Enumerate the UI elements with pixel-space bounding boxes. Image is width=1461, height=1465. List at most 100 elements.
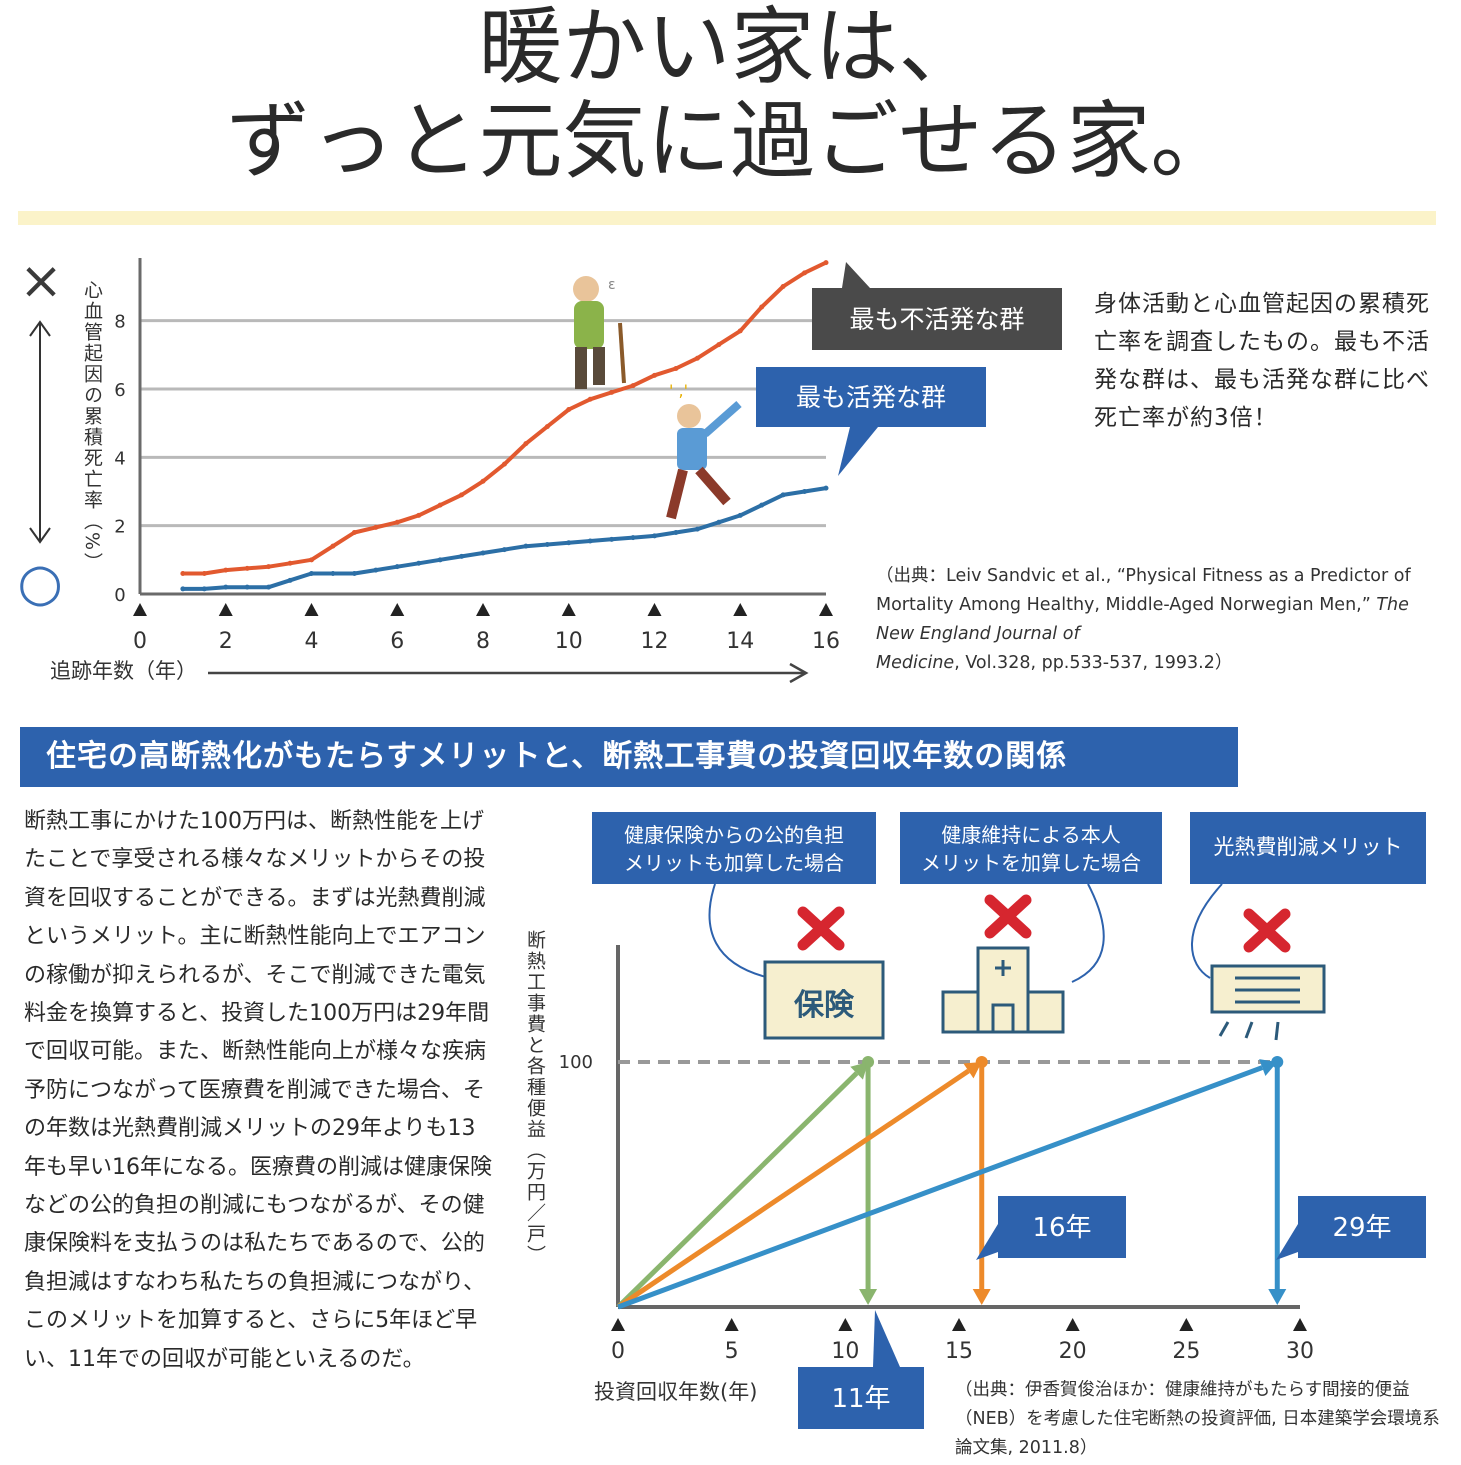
data-point — [737, 328, 743, 334]
data-point — [201, 571, 207, 576]
data-point — [630, 535, 636, 541]
x-tick-marker — [819, 603, 833, 616]
source1-suffix: , Vol.328, pp.533-537, 1993.2） — [954, 653, 1233, 673]
data-point — [266, 584, 272, 590]
data-point — [437, 502, 443, 508]
data-point — [244, 565, 250, 571]
data-point — [480, 478, 486, 484]
x-tick-marker — [133, 603, 147, 616]
x-tick-marker — [304, 603, 319, 616]
data-point — [330, 543, 336, 549]
payback-arrowhead — [850, 1062, 869, 1080]
data-point — [802, 489, 808, 494]
elderly-person-icon: ε — [573, 276, 626, 389]
payback-label: 29年 — [1332, 1213, 1391, 1243]
insurance-card-icon: 保険 — [763, 960, 885, 1040]
mortality-chart: 0 2 4 6 8 0 2 4 6 8 10 12 14 16 × ○ 心血管起因の累積死亡率（%） 追跡… — [17, 251, 1062, 684]
x-tick-marker — [724, 1318, 739, 1331]
chart1-lines — [180, 260, 829, 592]
active-person-icon: ' ,' — [666, 381, 742, 520]
drop-arrowhead — [972, 1289, 991, 1305]
data-point — [180, 571, 186, 576]
payback-label-pointer — [873, 1310, 900, 1367]
x-tick-label: 0 — [133, 629, 147, 654]
payback-label: 11年 — [831, 1384, 890, 1414]
callout-public: 健康保険からの公的負担 メリットも加算した場合 — [592, 812, 876, 979]
y-double-arrow — [29, 320, 51, 544]
x-axis-label: 追跡年数（年） — [50, 659, 197, 683]
data-point — [759, 502, 765, 508]
chart1-description: 身体活動と心血管起因の累積死亡率を調査したもの。最も不活発な群は、最も活発な群に… — [1094, 291, 1430, 431]
series-line-active — [182, 486, 827, 591]
callout-personal-line2: メリットを加算した場合 — [921, 851, 1141, 875]
data-point — [652, 372, 657, 378]
chart2-series: 11年 16年 29年 — [616, 1056, 1426, 1429]
data-point — [566, 540, 572, 546]
data-point — [309, 557, 314, 563]
x-tick-label: 10 — [555, 629, 583, 654]
callout-public-line1: 健康保険からの公的負担 — [624, 823, 844, 847]
x-tick-label: 8 — [476, 629, 490, 654]
callout-energy: 光熱費削減メリット — [1190, 812, 1426, 979]
y-tick-label: 2 — [114, 517, 125, 538]
data-point — [759, 304, 765, 310]
data-point — [609, 389, 615, 395]
data-point — [694, 526, 700, 532]
drop-arrowhead — [1268, 1289, 1287, 1305]
x-tick-marker — [733, 603, 748, 616]
hospital-icon — [941, 946, 1065, 1034]
data-point — [780, 284, 786, 289]
x-tick-marker — [838, 1318, 853, 1331]
data-point — [566, 407, 572, 412]
page-title: 暖かい家は、 ずっと元気に過ごせる家。 — [0, 0, 1461, 188]
data-point — [437, 557, 443, 563]
data-point — [330, 571, 336, 576]
data-point — [523, 441, 529, 447]
chart1-source: （出典：Leiv Sandvic et al., “Physical Fitne… — [876, 562, 1436, 678]
x-tick-marker — [1293, 1318, 1307, 1331]
x-tick-label: 2 — [219, 629, 233, 654]
data-point — [737, 512, 743, 518]
data-point — [823, 260, 829, 266]
data-point — [587, 396, 593, 402]
insurance-text: 保険 — [794, 988, 855, 1023]
red-x-icon — [797, 894, 1291, 953]
x-tick-label: 25 — [1172, 1339, 1200, 1364]
callout-inactive: 最も不活発な群 — [812, 262, 1062, 350]
x-tick-marker — [561, 603, 576, 616]
callout-personal: 健康維持による本人 メリットを加算した場合 — [900, 812, 1162, 983]
data-point — [266, 564, 272, 570]
x-tick-marker — [1065, 1318, 1080, 1331]
data-point — [223, 584, 229, 590]
data-point — [802, 270, 808, 276]
y-tick-label: 0 — [114, 585, 125, 606]
data-point — [459, 492, 465, 498]
data-point — [287, 577, 293, 583]
section-banner: 住宅の高断熱化がもたらすメリットと、断熱工事費の投資回収年数の関係 — [20, 727, 1238, 787]
data-point — [287, 560, 293, 566]
x-tick-marker — [952, 1318, 966, 1331]
x-tick-marker — [647, 603, 662, 616]
title-line-2: ずっと元気に過ごせる家。 — [226, 92, 1235, 190]
svg-text:ε: ε — [608, 277, 616, 293]
data-point — [180, 586, 186, 592]
data-point — [223, 567, 229, 573]
data-point — [609, 536, 615, 542]
x-tick-label: 0 — [611, 1339, 625, 1364]
x-tick-label: 14 — [726, 629, 754, 654]
svg-text:' ,': ' ,' — [669, 381, 688, 400]
payback-label-box — [798, 1367, 924, 1429]
x-arrow — [208, 662, 809, 684]
drop-arrowhead — [859, 1289, 878, 1305]
x-tick-marker — [476, 603, 490, 616]
x-tick-label: 6 — [390, 629, 404, 654]
x-tick-marker — [1179, 1318, 1194, 1331]
source1-journal: The New England Journal of Medicine — [876, 595, 1409, 673]
x-tick-label: 4 — [305, 629, 319, 654]
data-point — [373, 567, 379, 573]
data-point — [652, 533, 657, 539]
y-tick-label: 100 — [559, 1052, 593, 1073]
chart1-axes — [138, 258, 826, 596]
highlight-bar — [18, 211, 1436, 225]
x-tick-marker — [390, 603, 405, 616]
